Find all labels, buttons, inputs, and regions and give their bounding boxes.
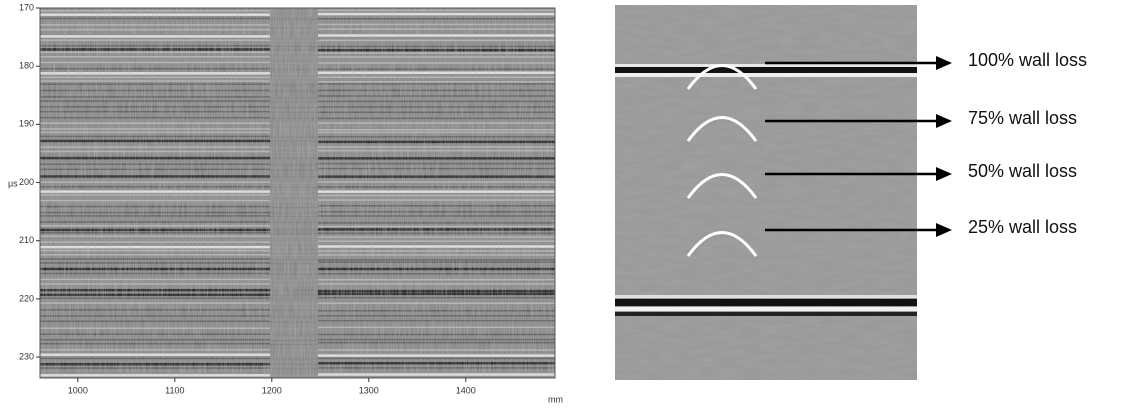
- arrow-head: [936, 167, 952, 181]
- arc: [686, 64, 758, 90]
- arcs: [686, 64, 758, 257]
- arrow-head: [936, 56, 952, 70]
- scan-panel: μs mm 170 180 190 200 210 220 230 1000 1100 1200 1…: [8, 2, 563, 404]
- y-tick-label: 210: [19, 235, 34, 245]
- arrow-head: [936, 223, 952, 237]
- annotated-panel: 100% wall loss 75% wall loss 50% wall loss…: [615, 5, 1087, 380]
- x-tick-label: 1400: [456, 385, 476, 395]
- scan-noise: [40, 8, 555, 378]
- band: [615, 312, 917, 316]
- arc: [686, 173, 758, 199]
- x-axis-label: mm: [548, 394, 563, 404]
- band: [615, 307, 917, 311]
- x-tick-label: 1000: [68, 385, 88, 395]
- band: [615, 295, 917, 298]
- y-tick-label: 220: [19, 293, 34, 303]
- band: [615, 73, 917, 77]
- x-tick-label: 1200: [262, 385, 282, 395]
- scan-frame: [39, 7, 556, 379]
- y-tick-label: 180: [19, 61, 34, 71]
- arc: [686, 231, 758, 257]
- band: [615, 67, 917, 73]
- arrow-head: [936, 114, 952, 128]
- y-tick-label: 170: [19, 2, 34, 12]
- zoom-noise: [615, 5, 917, 380]
- band: [615, 64, 917, 67]
- x-tick-label: 1300: [359, 385, 379, 395]
- y-axis-label: μs: [8, 178, 18, 188]
- wall-loss-label: 75% wall loss: [968, 108, 1077, 128]
- band: [615, 299, 917, 306]
- wall-loss-label: 50% wall loss: [968, 161, 1077, 181]
- y-tick-label: 230: [19, 351, 34, 361]
- wall-loss-label: 100% wall loss: [968, 50, 1087, 70]
- arc: [686, 116, 758, 142]
- arrows: 100% wall loss 75% wall loss 50% wall loss…: [765, 50, 1087, 237]
- y-tick-label: 200: [19, 177, 34, 187]
- x-tick-label: 1100: [165, 385, 184, 395]
- wall-loss-label: 25% wall loss: [968, 217, 1077, 237]
- y-tick-label: 190: [19, 119, 34, 129]
